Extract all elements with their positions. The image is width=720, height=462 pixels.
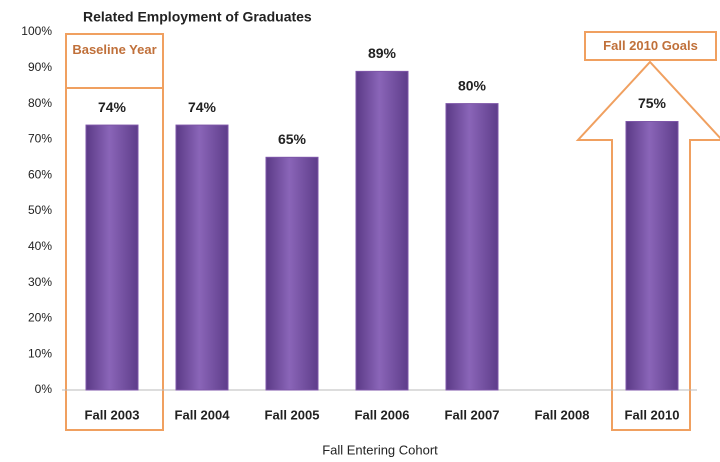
bar [85,124,139,391]
y-tick-label: 90% [28,60,52,74]
y-tick-label: 10% [28,346,52,360]
value-label: 74% [98,99,127,115]
y-tick-label: 30% [28,275,52,289]
y-tick-label: 100% [21,24,52,38]
annotation: Baseline Year [72,42,157,57]
bar [355,70,409,391]
y-tick-label: 20% [28,311,52,325]
x-tick-label: Fall 2006 [355,407,410,422]
x-tick-label: Fall 2005 [265,407,320,422]
bar [175,124,229,391]
x-tick-label: Fall 2007 [445,407,500,422]
bar [445,103,499,391]
bar [265,156,319,391]
x-tick-label: Fall 2004 [175,407,231,422]
annotation: Fall 2010 Goals [603,38,698,53]
value-label: 75% [638,95,667,111]
y-tick-label: 70% [28,132,52,146]
goal-box [584,31,717,61]
y-tick-label: 0% [35,382,53,396]
value-label: 80% [458,77,487,93]
x-tick-label: Fall 2003 [85,407,140,422]
chart-title: Related Employment of Graduates [83,9,312,25]
value-label: 89% [368,45,397,61]
baseline-box [65,33,164,431]
x-tick-label: Fall 2008 [535,407,590,422]
y-tick-label: 80% [28,96,52,110]
x-tick-label: Fall 2010 [625,407,680,422]
y-tick-label: 40% [28,239,52,253]
goal-arrow [575,60,720,431]
value-label: 65% [278,131,307,147]
y-tick-label: 60% [28,167,52,181]
bar [625,121,679,391]
x-axis-label: Fall Entering Cohort [322,442,438,457]
value-label: 74% [188,99,217,115]
y-tick-label: 50% [28,203,52,217]
